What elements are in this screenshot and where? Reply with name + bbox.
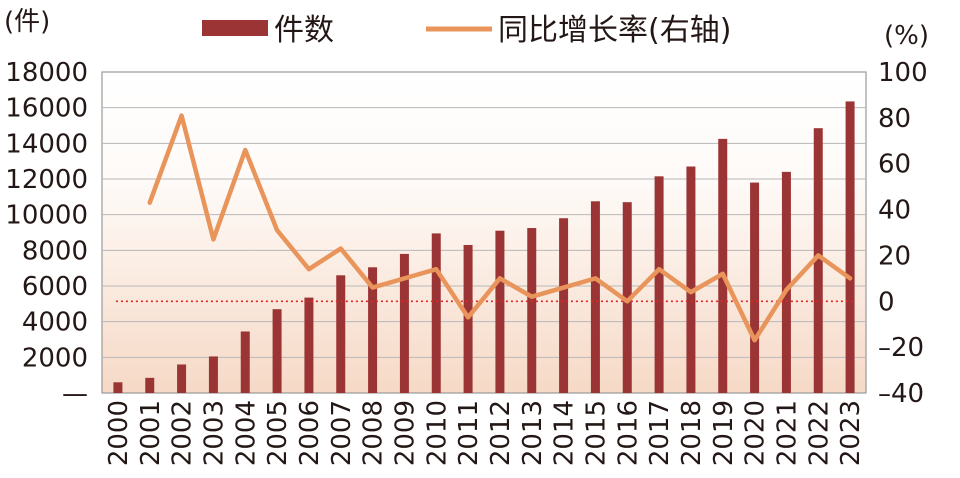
x-tick-label: 2022	[804, 400, 834, 466]
bar-2004	[240, 331, 250, 393]
bar-2019	[718, 138, 728, 393]
bar-2007	[336, 275, 346, 393]
bar-2016	[622, 202, 632, 393]
x-tick-label: 2004	[231, 400, 261, 466]
x-tick-label: 2009	[390, 400, 420, 466]
x-tick-label: 2015	[581, 400, 611, 466]
x-tick-label: 2018	[677, 400, 707, 466]
bar-2017	[654, 176, 664, 393]
right-tick-label: –20	[878, 333, 924, 363]
x-tick-label: 2006	[295, 400, 325, 466]
right-tick-label: 80	[878, 104, 911, 134]
right-axis-unit: (%)	[884, 21, 929, 51]
left-tick-label: 16000	[5, 94, 88, 124]
x-axis-ticks: 2000 2001 2002 2003 2004 2005 2006 2007 2008 2009…	[104, 400, 866, 466]
legend-line-label: 同比增长率(右轴)	[498, 13, 731, 48]
x-tick-label: 2014	[550, 400, 580, 466]
x-tick-label: 2002	[168, 400, 198, 466]
x-tick-label: 2013	[518, 400, 548, 466]
x-tick-label: 2005	[263, 400, 293, 466]
bar-2018	[686, 166, 696, 393]
left-axis-unit: (件)	[4, 7, 50, 37]
right-tick-label: 40	[878, 196, 911, 226]
bar-2008	[368, 267, 378, 393]
right-tick-label: –40	[878, 379, 924, 409]
bar-2020	[750, 182, 760, 393]
x-tick-label: 2012	[486, 400, 516, 466]
left-tick-label: 8000	[22, 236, 88, 266]
bar-2010	[431, 233, 441, 393]
left-tick-label: 18000	[5, 58, 88, 88]
x-tick-label: 2008	[359, 400, 389, 466]
bar-2012	[495, 230, 505, 393]
plot-area	[101, 71, 867, 394]
bar-2015	[590, 201, 600, 393]
bar-2022	[813, 128, 823, 394]
x-tick-label: 2000	[104, 400, 134, 466]
gridlines	[102, 107, 866, 358]
left-tick-label: 10000	[5, 201, 88, 231]
x-tick-label: 2017	[645, 400, 675, 466]
x-tick-label: 2001	[136, 400, 166, 466]
x-tick-label: 2021	[772, 400, 802, 466]
left-tick-label: 14000	[5, 129, 88, 159]
left-tick-label: 6000	[22, 272, 88, 302]
growth-line	[147, 113, 853, 343]
x-tick-label: 2020	[741, 400, 771, 466]
bar-2021	[781, 171, 791, 393]
left-tick-label: 12000	[5, 165, 88, 195]
left-tick-label: 4000	[22, 308, 88, 338]
x-tick-label: 2016	[613, 400, 643, 466]
right-axis-ticks: 100 80 60 40 20 0 –20 –40	[878, 58, 928, 409]
bar-2003	[208, 356, 218, 393]
x-tick-label: 2023	[836, 400, 866, 466]
x-tick-label: 2010	[422, 400, 452, 466]
right-tick-label: 60	[878, 150, 911, 180]
legend: 件数 同比增长率(右轴)	[202, 13, 731, 48]
left-axis-ticks: 18000 16000 14000 12000 10000 8000 6000 4000 200…	[5, 58, 88, 409]
legend-bar-label: 件数	[274, 13, 334, 48]
growth-line-series	[147, 113, 853, 343]
left-tick-label: 2000	[22, 343, 88, 373]
x-tick-label: 2003	[199, 400, 229, 466]
x-tick-label: 2011	[454, 400, 484, 466]
x-tick-label: 2019	[709, 400, 739, 466]
right-tick-label: 0	[878, 287, 895, 317]
bar-2023	[845, 101, 855, 394]
legend-bar-swatch	[202, 20, 268, 36]
left-tick-label: —	[62, 379, 88, 409]
bar-2000	[113, 382, 123, 393]
bar-2005	[272, 309, 282, 393]
bar-2006	[304, 297, 314, 393]
bar-2001	[145, 377, 155, 393]
bar-2002	[177, 364, 187, 393]
bar-2009	[399, 253, 409, 393]
right-tick-label: 100	[878, 58, 928, 88]
right-tick-label: 20	[878, 241, 911, 271]
bar-2013	[527, 228, 537, 393]
bar-2014	[559, 218, 569, 393]
x-tick-label: 2007	[327, 400, 357, 466]
